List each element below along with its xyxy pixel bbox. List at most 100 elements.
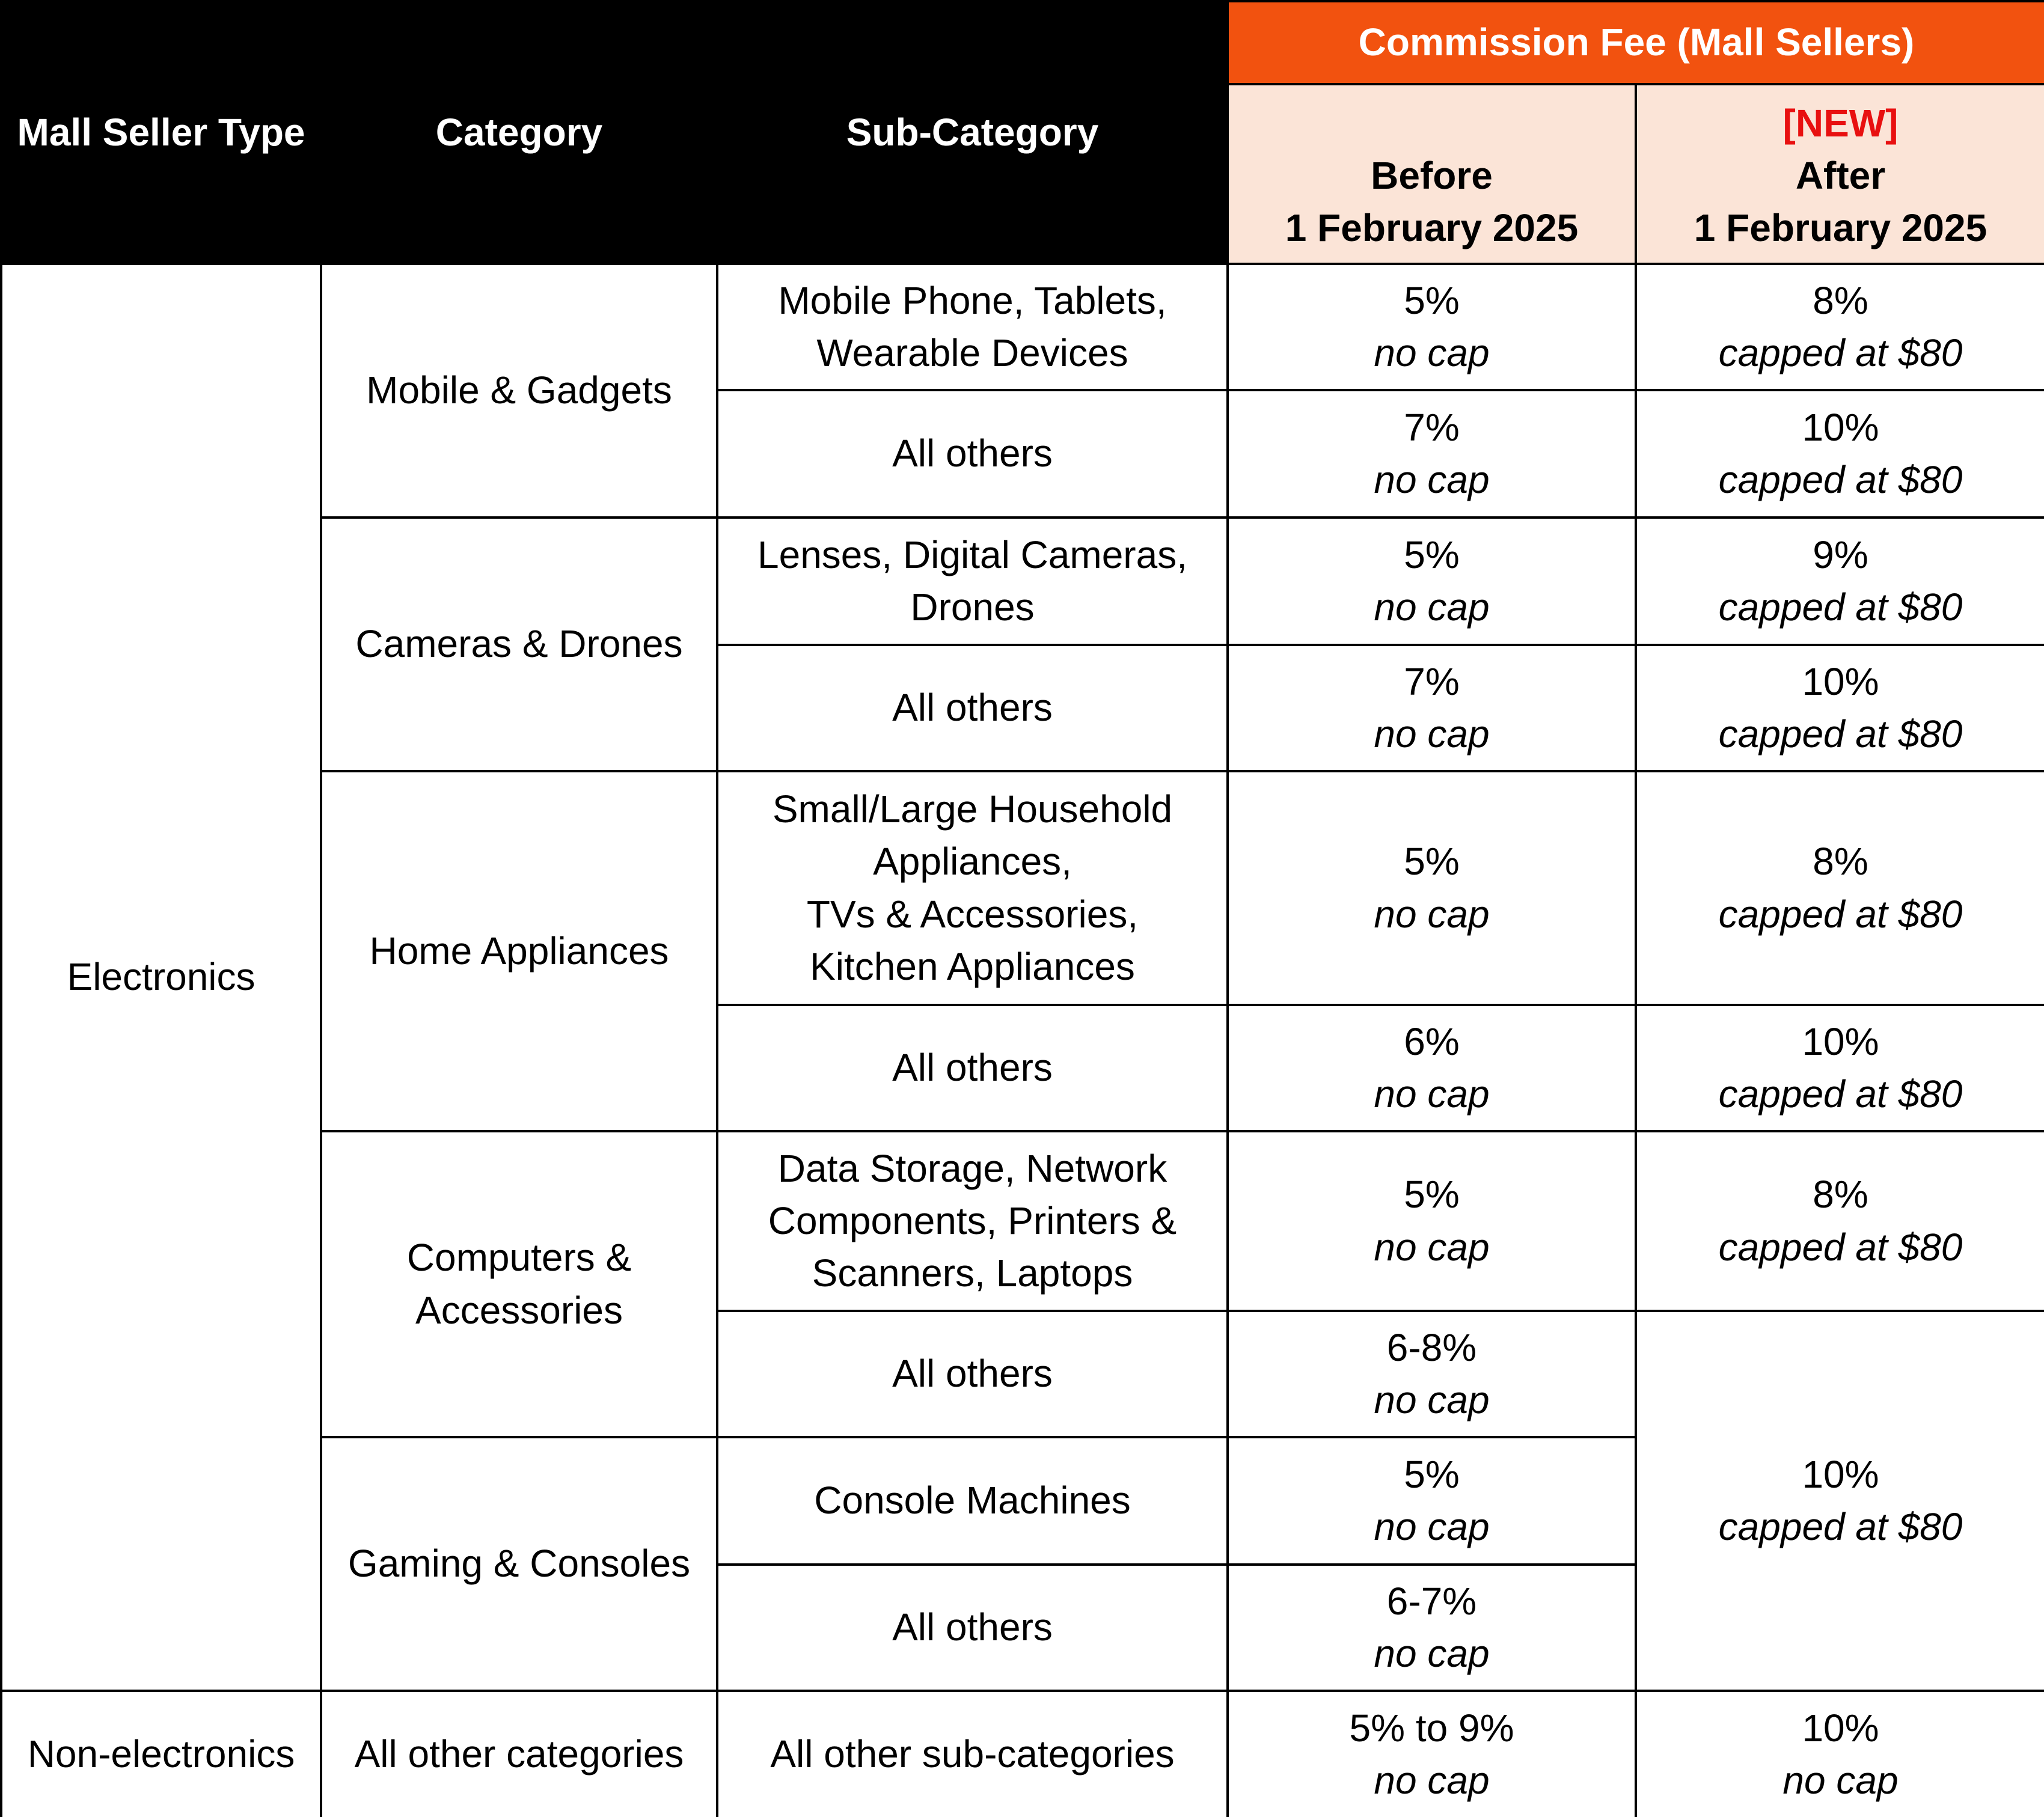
fee-cell: 5% to 9% no cap — [1226, 1690, 1637, 1817]
category-cell: All other categories — [320, 1690, 718, 1817]
sub-category-cell: Mobile Phone, Tablets, Wearable Devices — [716, 263, 1229, 391]
fee-cell: 10% no cap — [1635, 1690, 2044, 1817]
fee-cap: capped at $80 — [1718, 712, 1963, 756]
sub-category-cell: All others — [716, 389, 1229, 519]
fee-rate: 8% — [1813, 840, 1868, 884]
fee-cap: capped at $80 — [1718, 1072, 1963, 1116]
fee-cell: 7% no cap — [1226, 389, 1637, 519]
fee-rate: 5% — [1404, 533, 1460, 576]
fee-cell: 10% capped at $80 — [1635, 1310, 2044, 1692]
sub-category-cell: All others — [716, 1310, 1229, 1438]
table-row: Cameras & Drones Lenses, Digital Cameras,… — [1, 516, 2044, 772]
fee-rate: 5% — [1404, 840, 1460, 884]
fee-rate: 10% — [1802, 659, 1879, 703]
fee-cell: 10% capped at $80 — [1635, 1004, 2044, 1132]
category-cell: Home Appliances — [320, 770, 718, 1132]
fee-cell: 7% no cap — [1226, 644, 1637, 772]
table-row: Computers & Accessories Data Storage, Net… — [1, 1130, 2044, 1438]
table-row: All others 6-7% no cap — [1, 1563, 2044, 1692]
fee-cap: no cap — [1374, 458, 1490, 501]
header-cell: [NEW] After 1 February 2025 — [1635, 83, 2044, 265]
table-row: All others 7% no cap 10% capped at $80 — [1, 644, 2044, 772]
sub-category-cell: All others — [716, 1004, 1229, 1132]
table-body: Electronics Mobile & Gadgets Mobile Phone,… — [0, 263, 2044, 1817]
fee-cap: capped at $80 — [1718, 1225, 1963, 1269]
fee-cell: 6-8% no cap — [1226, 1310, 1637, 1438]
fee-rate: 6% — [1404, 1019, 1460, 1063]
fee-cap: no cap — [1374, 331, 1490, 374]
fee-rate: 5% — [1404, 1173, 1460, 1217]
fee-rate: 7% — [1404, 405, 1460, 449]
header-cell: Before 1 February 2025 — [1226, 83, 1637, 265]
fee-rate: 8% — [1813, 1173, 1868, 1217]
fee-cap: no cap — [1374, 1072, 1490, 1116]
fee-rate: 5% to 9% — [1349, 1706, 1514, 1750]
header-cell: Sub-Category — [716, 0, 1229, 265]
fee-rate: 6-8% — [1386, 1325, 1477, 1369]
header-cell: Commission Fee (Mall Sellers) — [1226, 0, 2044, 85]
fee-cell: 8% capped at $80 — [1635, 1130, 2044, 1312]
table-row: All others 6-8% no cap 10% capped at $80 — [1, 1310, 2044, 1692]
sub-category-cell: All other sub-categories — [716, 1690, 1229, 1817]
sub-category-cell: Data Storage, Network Components, Printe… — [716, 1130, 1229, 1312]
sub-category-cell: All others — [716, 1563, 1229, 1692]
category-cell: Cameras & Drones — [320, 516, 718, 772]
category-cell: Mobile & Gadgets — [320, 263, 718, 519]
fee-rate: 9% — [1813, 533, 1868, 576]
fee-rate: 10% — [1802, 1706, 1879, 1750]
fee-cap: no cap — [1374, 1632, 1490, 1675]
fee-cap: capped at $80 — [1718, 331, 1963, 374]
sub-category-cell: Console Machines — [716, 1436, 1229, 1566]
fee-cap: capped at $80 — [1718, 585, 1963, 629]
fee-cell: 8% capped at $80 — [1635, 770, 2044, 1006]
fee-cap: no cap — [1374, 1759, 1490, 1802]
fee-rate: 8% — [1813, 278, 1868, 322]
fee-cell: 5% no cap — [1226, 516, 1637, 646]
fee-cell: 5% no cap — [1226, 1436, 1637, 1566]
fee-cell: 10% capped at $80 — [1635, 389, 2044, 519]
sub-category-cell: Lenses, Digital Cameras, Drones — [716, 516, 1229, 646]
fee-cap: capped at $80 — [1718, 892, 1963, 936]
fee-cell: 6% no cap — [1226, 1004, 1637, 1132]
header-cell: Category — [320, 0, 718, 265]
fee-rate: 7% — [1404, 659, 1460, 703]
fee-cap: capped at $80 — [1718, 1505, 1963, 1548]
table-row: Gaming & Consoles Console Machines 5% no ca… — [1, 1436, 2044, 1692]
fee-rate: 6-7% — [1386, 1579, 1477, 1623]
header-text: 1 February 2025 — [1285, 206, 1579, 249]
table-row: Electronics Mobile & Gadgets Mobile Phone,… — [0, 263, 2044, 1692]
fee-cap: no cap — [1374, 1378, 1490, 1422]
fee-cell: 5% no cap — [1226, 1130, 1637, 1312]
table-row: All others 7% no cap 10% capped at $80 — [1, 389, 2044, 519]
table-row: Home Appliances Small/Large Household App… — [1, 770, 2044, 1132]
fee-cap: no cap — [1374, 585, 1490, 629]
sub-category-cell: Small/Large Household Appliances, TVs & … — [716, 770, 1229, 1006]
fee-cell: 5% no cap — [1226, 770, 1637, 1006]
fee-rate: 10% — [1802, 1452, 1879, 1496]
table-row: Non-electronics All other categories All o… — [0, 1690, 2044, 1817]
new-tag: [NEW] — [1782, 101, 1899, 145]
header-text: Before — [1371, 153, 1493, 197]
fee-cell: 5% no cap — [1226, 263, 1637, 391]
fee-cell: 6-7% no cap — [1226, 1563, 1637, 1692]
category-cell: Computers & Accessories — [320, 1130, 718, 1438]
fee-cap: capped at $80 — [1718, 458, 1963, 501]
seller-type-cell: Non-electronics — [0, 1690, 322, 1817]
fee-rate: 5% — [1404, 1452, 1460, 1496]
header-text: After — [1795, 153, 1886, 197]
table-row: All others 6% no cap 10% capped at $80 — [1, 1004, 2044, 1132]
fee-rate: 5% — [1404, 278, 1460, 322]
fee-cap: no cap — [1374, 712, 1490, 756]
category-cell: Gaming & Consoles — [320, 1436, 718, 1692]
fee-cell: 9% capped at $80 — [1635, 516, 2044, 646]
fee-cap: no cap — [1374, 1505, 1490, 1548]
sub-category-cell: All others — [716, 644, 1229, 772]
fee-cell: 8% capped at $80 — [1635, 263, 2044, 391]
fee-rate: 10% — [1802, 1019, 1879, 1063]
header-text: 1 February 2025 — [1694, 206, 1987, 249]
header-cell: Mall Seller Type — [0, 0, 322, 265]
fee-rate: 10% — [1802, 405, 1879, 449]
seller-type-cell: Electronics — [0, 263, 322, 1692]
fee-cap: no cap — [1374, 892, 1490, 936]
